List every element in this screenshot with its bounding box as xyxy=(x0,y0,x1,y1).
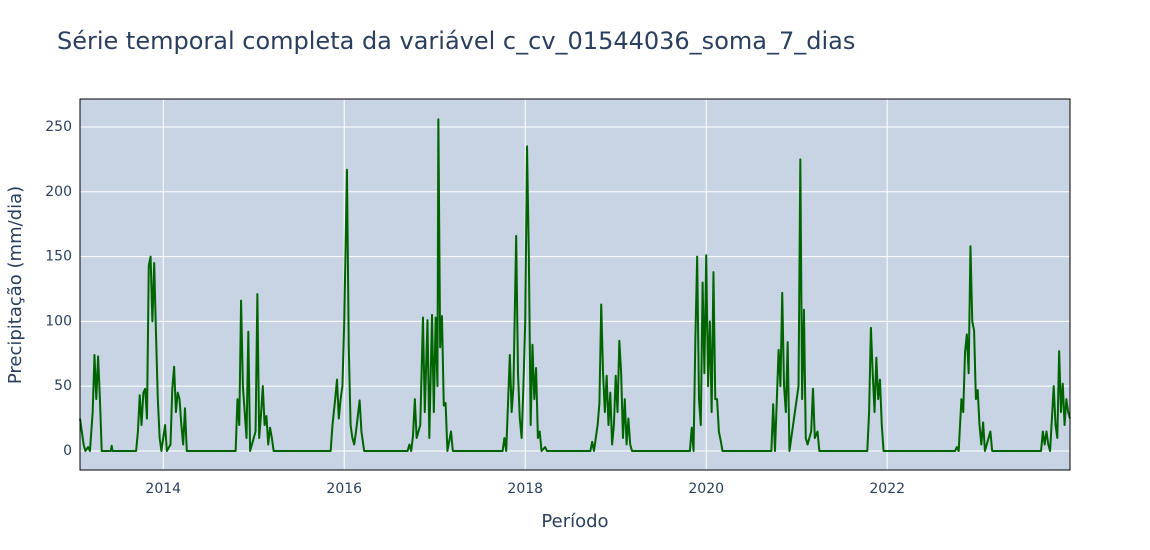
x-tick-label: 2022 xyxy=(869,481,905,497)
x-tick-label: 2014 xyxy=(145,481,181,497)
plot-border xyxy=(79,98,1071,471)
y-tick-label: 100 xyxy=(45,313,72,329)
y-tick-label: 200 xyxy=(45,184,72,200)
chart-title: Série temporal completa da variável c_cv… xyxy=(57,27,855,55)
y-tick-label: 50 xyxy=(54,378,72,394)
x-tick-label: 2018 xyxy=(507,481,543,497)
plot-background xyxy=(80,99,1070,470)
y-tick-label: 150 xyxy=(45,249,72,265)
y-axis-title: Precipitação (mm/dia) xyxy=(5,186,26,384)
data-line xyxy=(79,118,1071,452)
x-tick-label: 2020 xyxy=(688,481,724,497)
x-tick-label: 2016 xyxy=(326,481,362,497)
y-tick-label: 250 xyxy=(45,119,72,135)
y-tick-label: 0 xyxy=(63,443,72,459)
x-axis-title: Período xyxy=(541,511,608,532)
